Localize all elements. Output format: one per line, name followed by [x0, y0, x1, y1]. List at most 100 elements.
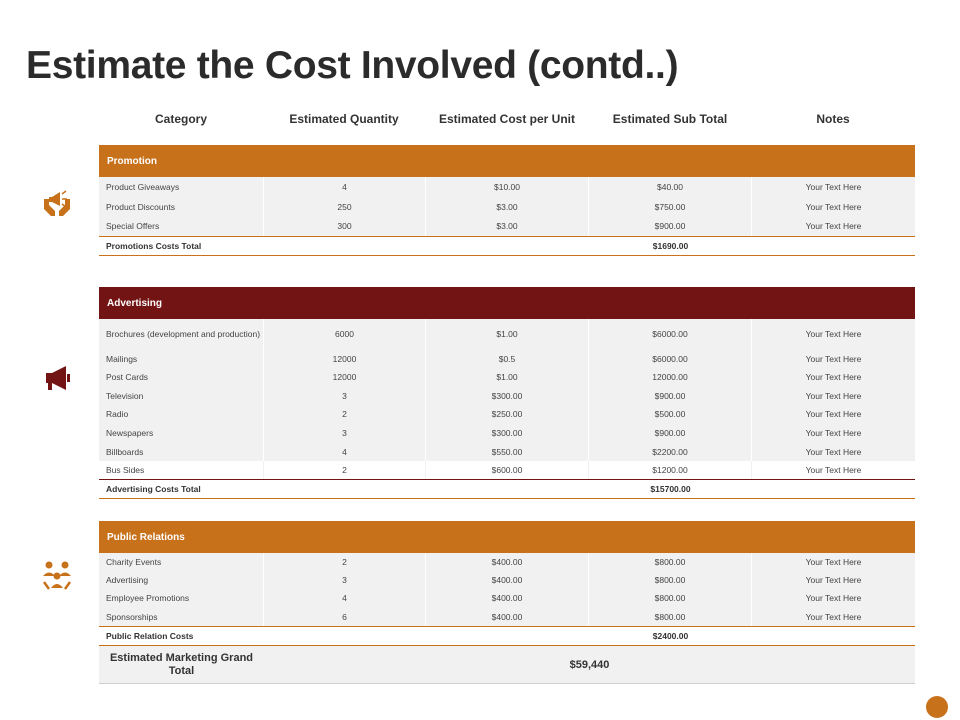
row-quantity: 12000 [264, 349, 426, 368]
row-sub-total: $2200.00 [589, 442, 752, 461]
table-row: Television 3 $300.00 $900.00 Your Text Here [99, 386, 915, 405]
row-sub-total: $800.00 [589, 571, 752, 589]
row-cost-per-unit: $1.00 [426, 319, 589, 349]
row-category: Billboards [99, 442, 264, 461]
row-sub-total: $6000.00 [589, 349, 752, 368]
row-cost-per-unit: $600.00 [426, 461, 589, 479]
row-sub-total: 12000.00 [589, 368, 752, 386]
promotion-total-row: Promotions Costs Total $1690.00 [99, 236, 915, 256]
row-quantity: 300 [264, 216, 426, 236]
row-category: Special Offers [99, 216, 264, 236]
row-notes: Your Text Here [805, 201, 862, 212]
row-notes: Your Text Here [805, 182, 862, 192]
row-sub-total: $40.00 [589, 177, 752, 197]
row-category: Newspapers [99, 423, 264, 442]
table-row: Employee Promotions 4 $400.00 $800.00 Your T… [99, 589, 915, 607]
row-quantity: 12000 [264, 368, 426, 386]
grand-total-row: Estimated Marketing Grand Total $59,440 [99, 646, 915, 684]
row-category: Brochures (development and production) [99, 319, 264, 349]
row-notes: Your Text Here [805, 372, 862, 382]
advertising-section: Advertising Brochures (development and p… [99, 287, 915, 499]
row-quantity: 3 [264, 423, 426, 442]
promotion-total-label: Promotions Costs Total [106, 241, 202, 251]
grand-total-value-cell: $59,440 [264, 646, 915, 683]
row-cost-per-unit: $400.00 [426, 607, 589, 626]
row-sub-total: $750.00 [589, 197, 752, 216]
promotion-rows: Product Giveaways 4 $10.00 $40.00 Your Text … [99, 177, 915, 236]
row-notes: Your Text Here [805, 390, 862, 401]
row-quantity: 4 [264, 442, 426, 461]
table-row: Post Cards 12000 $1.00 12000.00 Your Text He… [99, 368, 915, 386]
row-sub-total: $1200.00 [589, 461, 752, 479]
row-category: Mailings [99, 349, 264, 368]
row-cost-per-unit: $400.00 [426, 571, 589, 589]
row-cost-per-unit: $300.00 [426, 386, 589, 405]
table-row: Brochures (development and production) 60… [99, 319, 915, 349]
row-notes: Your Text Here [805, 409, 862, 419]
row-sub-total: $800.00 [589, 553, 752, 571]
public-relations-section: Public Relations Charity Events 2 $400.00 $… [99, 521, 915, 684]
row-notes: Your Text Here [752, 461, 915, 479]
column-header-quantity: Estimated Quantity [289, 112, 399, 126]
column-header-category: Category [154, 112, 208, 126]
public-relations-total-value: $2400.00 [652, 631, 689, 641]
promotion-section: Promotion Product Giveaways 4 $10.00 $40.00… [99, 145, 915, 256]
people-network-icon [42, 561, 72, 590]
row-category: Post Cards [99, 368, 264, 386]
public-relations-total-row: Public Relation Costs $2400.00 [99, 626, 915, 646]
row-sub-total: $6000.00 [589, 319, 752, 349]
row-quantity: 3 [264, 386, 426, 405]
advertising-header: Advertising [99, 287, 915, 319]
table-row: Newspapers 3 $300.00 $900.00 Your Text Here [99, 423, 915, 442]
row-cost-per-unit: $400.00 [426, 589, 589, 607]
row-cost-per-unit: $3.00 [426, 216, 589, 236]
row-notes: Your Text Here [805, 427, 862, 438]
row-quantity: 3 [264, 571, 426, 589]
table-row: Advertising 3 $400.00 $800.00 Your Text Here [99, 571, 915, 589]
row-cost-per-unit: $0.5 [426, 349, 589, 368]
hands-megaphone-icon [44, 190, 70, 216]
megaphone-icon [46, 366, 70, 390]
row-category: Radio [99, 405, 264, 423]
row-cost-per-unit: $550.00 [426, 442, 589, 461]
table-row: Special Offers 300 $3.00 $900.00 Your Text H… [99, 216, 915, 236]
row-quantity: 6 [264, 607, 426, 626]
row-sub-total: $900.00 [589, 216, 752, 236]
row-sub-total: $800.00 [589, 589, 752, 607]
row-sub-total: $900.00 [589, 423, 752, 442]
public-relations-total-label: Public Relation Costs [106, 631, 194, 641]
public-relations-rows: Charity Events 2 $400.00 $800.00 Your Text H… [99, 553, 915, 626]
advertising-rows: Brochures (development and production) 60… [99, 319, 915, 479]
column-header-sub-total: Estimated Sub Total [612, 112, 728, 126]
row-sub-total: $900.00 [589, 386, 752, 405]
row-cost-per-unit: $300.00 [426, 423, 589, 442]
row-notes: Your Text Here [805, 593, 862, 603]
grand-total-label: Estimated Marketing Grand Total [99, 646, 264, 683]
row-sub-total: $800.00 [589, 607, 752, 626]
row-quantity: 4 [264, 177, 426, 197]
row-category: Product Giveaways [99, 177, 264, 197]
row-cost-per-unit: $1.00 [426, 368, 589, 386]
table-row: Sponsorships 6 $400.00 $800.00 Your Text Her… [99, 607, 915, 626]
row-notes: Your Text Here [805, 557, 862, 567]
promotion-header: Promotion [99, 145, 915, 177]
row-notes: Your Text Here [805, 611, 862, 622]
row-notes: Your Text Here [805, 329, 862, 339]
corner-dot [926, 696, 948, 718]
promotion-total-value: $1690.00 [652, 241, 689, 251]
row-cost-per-unit: $250.00 [426, 405, 589, 423]
row-notes: Your Text Here [805, 353, 862, 364]
row-quantity: 2 [264, 405, 426, 423]
table-row: Bus Sides 2 $600.00 $1200.00 Your Text Here [99, 461, 915, 479]
row-category: Employee Promotions [99, 589, 264, 607]
column-header-notes: Notes [816, 112, 850, 126]
row-category: Product Discounts [99, 197, 264, 216]
column-headers: Category Estimated Quantity Estimated Co… [99, 112, 915, 132]
row-category: Bus Sides [99, 461, 264, 479]
row-quantity: 6000 [264, 319, 426, 349]
table-row: Charity Events 2 $400.00 $800.00 Your Text H… [99, 553, 915, 571]
row-quantity: 250 [264, 197, 426, 216]
table-row: Product Giveaways 4 $10.00 $40.00 Your Text … [99, 177, 915, 197]
table-row: Product Discounts 250 $3.00 $750.00 Your Tex… [99, 197, 915, 216]
row-sub-total: $500.00 [589, 405, 752, 423]
